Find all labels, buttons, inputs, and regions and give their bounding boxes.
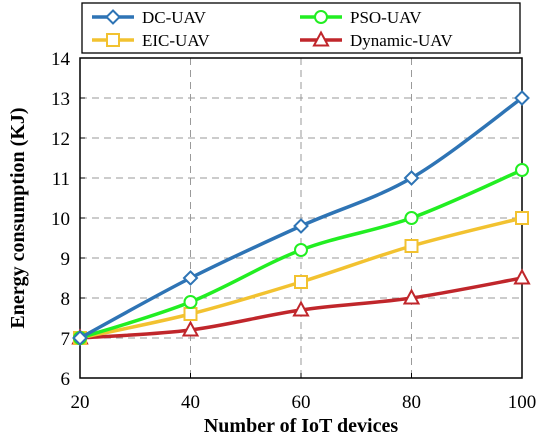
data-point-pso-uav bbox=[404, 211, 419, 225]
grid-lines bbox=[80, 58, 522, 378]
y-tick-label: 12 bbox=[51, 129, 70, 150]
data-point-eic-uav bbox=[294, 275, 308, 289]
legend: DC-UAV PSO-UAV EIC-UAV Dynamic-UAV bbox=[81, 2, 521, 54]
data-point-eic-uav bbox=[515, 211, 529, 225]
x-axis-ticks: 20 40 60 80 100 bbox=[71, 373, 537, 413]
x-axis-label: Number of IoT devices bbox=[204, 415, 398, 437]
data-point-dynamic-uav bbox=[513, 268, 531, 285]
y-tick-label: 7 bbox=[61, 329, 71, 350]
legend-box bbox=[81, 2, 521, 54]
data-point-dynamic-uav bbox=[181, 320, 200, 337]
series-group bbox=[71, 90, 531, 346]
data-point-pso-uav bbox=[515, 163, 529, 177]
legend-item-eic-uav: EIC-UAV bbox=[92, 31, 210, 50]
y-tick-label: 13 bbox=[51, 89, 70, 110]
x-tick-label: 100 bbox=[508, 392, 537, 413]
y-tick-label: 8 bbox=[61, 289, 71, 310]
data-point-pso-uav bbox=[294, 243, 308, 257]
legend-item-dc-uav: DC-UAV bbox=[92, 8, 207, 27]
data-point-dc-uav bbox=[72, 330, 88, 346]
data-point-dc-uav bbox=[293, 218, 309, 234]
x-tick-label: 40 bbox=[181, 392, 200, 413]
y-tick-label: 11 bbox=[52, 169, 70, 190]
data-point-dc-uav bbox=[182, 270, 199, 286]
data-point-eic-uav bbox=[404, 239, 419, 253]
series-dc-uav bbox=[72, 90, 530, 346]
y-tick-label: 14 bbox=[51, 49, 71, 70]
data-point-dc-uav bbox=[403, 170, 420, 186]
legend-label-eic-uav: EIC-UAV bbox=[142, 31, 210, 50]
data-point-dynamic-uav bbox=[402, 288, 421, 305]
data-point-pso-uav bbox=[183, 295, 198, 309]
y-axis-ticks: 6 7 8 9 10 11 12 13 14 bbox=[51, 49, 85, 390]
y-tick-label: 6 bbox=[61, 369, 71, 390]
legend-marker-dc-uav bbox=[105, 9, 121, 25]
y-tick-label: 9 bbox=[61, 249, 71, 270]
x-tick-label: 20 bbox=[71, 392, 90, 413]
legend-label-pso-uav: PSO-UAV bbox=[350, 8, 422, 27]
data-point-dynamic-uav bbox=[292, 300, 310, 317]
x-tick-label: 60 bbox=[292, 392, 311, 413]
x-tick-label: 80 bbox=[402, 392, 421, 413]
y-axis-label: Energy consumption (KJ) bbox=[7, 107, 29, 328]
legend-label-dynamic-uav: Dynamic-UAV bbox=[350, 31, 453, 50]
legend-marker-eic-uav bbox=[106, 33, 120, 47]
legend-marker-pso-uav bbox=[314, 10, 328, 24]
legend-marker-dynamic-uav bbox=[312, 30, 330, 47]
y-tick-label: 10 bbox=[51, 209, 70, 230]
legend-item-dynamic-uav: Dynamic-UAV bbox=[300, 30, 453, 50]
data-point-eic-uav bbox=[183, 307, 198, 321]
data-point-dc-uav bbox=[514, 90, 530, 106]
series-dynamic-uav bbox=[71, 268, 531, 345]
legend-item-pso-uav: PSO-UAV bbox=[300, 8, 422, 27]
legend-label-dc-uav: DC-UAV bbox=[142, 8, 207, 27]
